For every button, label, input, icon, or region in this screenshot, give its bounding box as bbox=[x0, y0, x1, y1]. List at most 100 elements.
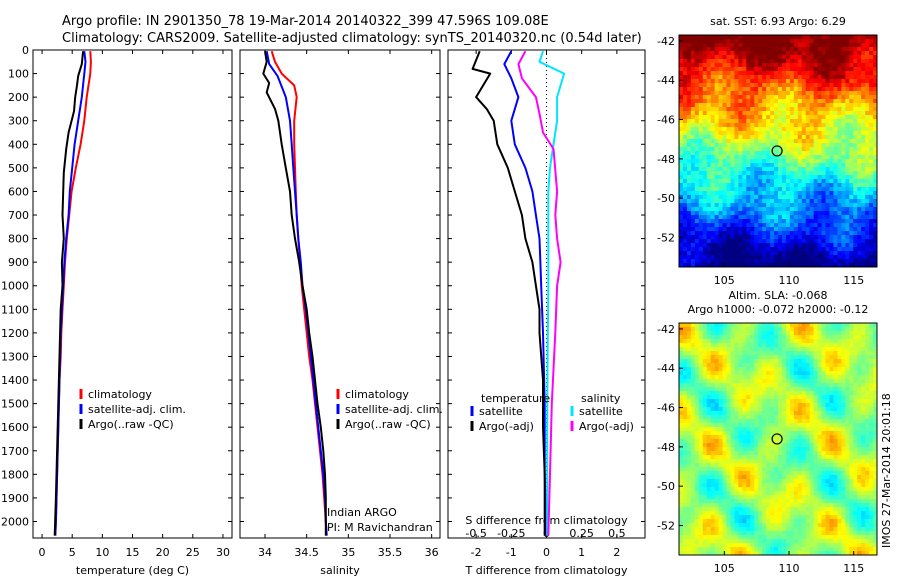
map-cell bbox=[837, 175, 842, 180]
map-cell bbox=[686, 127, 692, 132]
map-cell bbox=[706, 371, 712, 376]
map-cell bbox=[829, 431, 834, 436]
map-cell bbox=[706, 87, 712, 92]
map-cell bbox=[841, 335, 846, 340]
map-cell bbox=[778, 219, 783, 224]
map-cell bbox=[754, 259, 759, 264]
map-cell bbox=[694, 431, 700, 436]
map-cell bbox=[841, 219, 846, 224]
map-cell bbox=[706, 215, 712, 220]
map-cell bbox=[865, 427, 870, 432]
map-cell bbox=[845, 259, 850, 264]
map-cell bbox=[869, 155, 874, 160]
map-cell bbox=[694, 43, 700, 48]
map-cell bbox=[710, 47, 716, 52]
map-cell bbox=[869, 59, 874, 64]
map-cell bbox=[813, 427, 819, 432]
map-cell bbox=[746, 347, 751, 352]
map-cell bbox=[682, 391, 688, 396]
map-cell bbox=[821, 255, 827, 260]
map-cell bbox=[821, 75, 827, 80]
map-cell bbox=[805, 183, 811, 188]
map-cell bbox=[734, 363, 739, 368]
map-cell bbox=[841, 415, 846, 420]
map-cell bbox=[785, 227, 791, 232]
map-cell bbox=[774, 223, 779, 228]
map-cell bbox=[833, 395, 838, 400]
map-cell bbox=[873, 171, 878, 176]
map-cell bbox=[857, 367, 862, 372]
map-cell bbox=[841, 363, 846, 368]
map-cell bbox=[833, 99, 838, 104]
map-cell bbox=[762, 183, 767, 188]
map-cell bbox=[809, 179, 815, 184]
map-cell bbox=[865, 439, 870, 444]
map-cell bbox=[821, 51, 827, 56]
map-cell bbox=[679, 155, 684, 160]
map-cell bbox=[690, 151, 696, 156]
map-cell bbox=[706, 383, 712, 388]
map-cell bbox=[754, 183, 759, 188]
map-cell bbox=[873, 227, 878, 232]
map-cell bbox=[853, 139, 858, 144]
map-cell bbox=[722, 379, 728, 384]
map-cell bbox=[734, 423, 739, 428]
map-cell bbox=[837, 199, 842, 204]
map-cell bbox=[873, 115, 878, 120]
map-cell bbox=[849, 107, 854, 112]
map-cell bbox=[837, 99, 842, 104]
map-cell bbox=[682, 451, 688, 456]
map-cell bbox=[730, 395, 735, 400]
map-cell bbox=[750, 251, 755, 256]
map-cell bbox=[706, 351, 712, 356]
map-cell bbox=[774, 107, 779, 112]
map-cell bbox=[833, 455, 838, 460]
map-cell bbox=[702, 91, 708, 96]
map-cell bbox=[813, 139, 819, 144]
map-cell bbox=[766, 263, 771, 268]
map-cell bbox=[730, 199, 735, 204]
map-cell bbox=[797, 407, 803, 412]
map-cell bbox=[722, 147, 728, 152]
map-cell bbox=[686, 175, 692, 180]
map-cell bbox=[821, 219, 827, 224]
map-cell bbox=[682, 419, 688, 424]
map-cell bbox=[762, 371, 767, 376]
map-cell bbox=[873, 179, 878, 184]
map-cell bbox=[813, 431, 819, 436]
map-cell bbox=[781, 235, 787, 240]
map-cell bbox=[754, 95, 759, 100]
map-cell bbox=[793, 423, 799, 428]
map-cell bbox=[766, 99, 771, 104]
map-cell bbox=[754, 367, 759, 372]
map-cell bbox=[766, 235, 771, 240]
map-cell bbox=[837, 399, 842, 404]
map-cell bbox=[873, 435, 878, 440]
map-cell bbox=[825, 383, 830, 388]
map-cell bbox=[801, 367, 807, 372]
map-cell bbox=[809, 235, 815, 240]
map-cell bbox=[829, 83, 834, 88]
map-cell bbox=[698, 355, 704, 360]
map-cell bbox=[710, 87, 716, 92]
map-cell bbox=[762, 227, 767, 232]
map-cell bbox=[849, 39, 854, 44]
map-cell bbox=[698, 39, 704, 44]
map-cell bbox=[742, 215, 747, 220]
map-cell bbox=[694, 91, 700, 96]
map-cell bbox=[690, 239, 696, 244]
map-cell bbox=[730, 211, 735, 216]
map-cell bbox=[722, 159, 728, 164]
map-cell bbox=[781, 419, 787, 424]
map-cell bbox=[841, 207, 846, 212]
map-cell bbox=[742, 43, 747, 48]
map-cell bbox=[770, 375, 775, 380]
map-cell bbox=[785, 155, 791, 160]
map-cell bbox=[686, 343, 692, 348]
map-cell bbox=[813, 191, 819, 196]
map-cell bbox=[698, 63, 704, 68]
map-cell bbox=[789, 435, 795, 440]
map-cell bbox=[738, 371, 743, 376]
map-cell bbox=[766, 363, 771, 368]
map-cell bbox=[694, 323, 700, 328]
